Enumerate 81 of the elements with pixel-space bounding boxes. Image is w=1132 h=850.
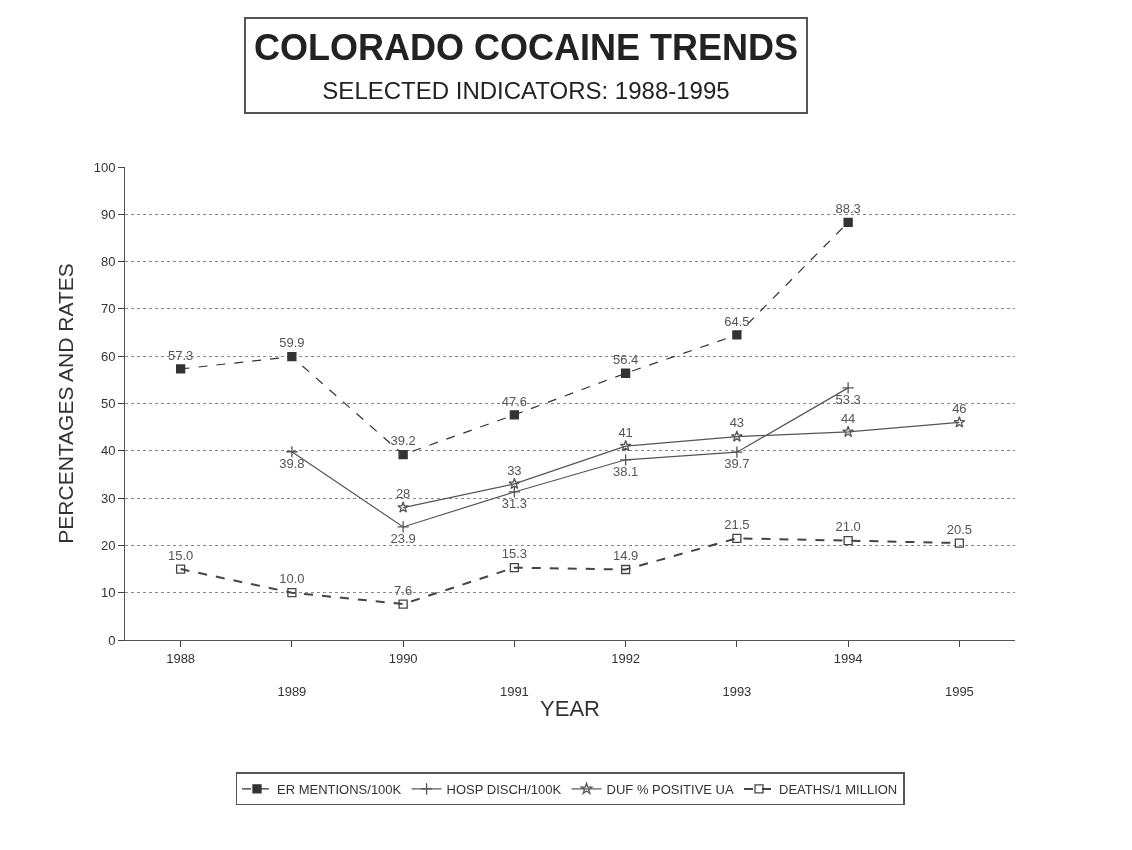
- data-label: 53.3: [835, 391, 861, 407]
- y-tick-label: 90: [100, 206, 116, 222]
- x-tick-label: 1989: [277, 684, 307, 700]
- data-label: 88.3: [835, 201, 861, 217]
- point: [509, 410, 520, 420]
- point: [398, 449, 408, 460]
- point: [953, 416, 966, 428]
- x-tick-label: 1992: [611, 650, 641, 666]
- point: [287, 352, 297, 362]
- point: [175, 564, 186, 574]
- data-label: 15.3: [501, 546, 528, 562]
- point: [841, 381, 855, 395]
- point: [842, 425, 855, 438]
- point: [508, 477, 521, 490]
- data-label: 57.3: [167, 347, 194, 363]
- data-label: 44: [840, 410, 856, 426]
- data-label: 21.0: [835, 519, 861, 535]
- chart-subtitle: SELECTED INDICATORS: 1988-1995: [322, 77, 730, 104]
- point: [287, 588, 297, 598]
- point: [619, 439, 632, 452]
- data-label: 46: [952, 401, 967, 417]
- point: [730, 430, 743, 442]
- legend-label: DEATHS/1 MILLION: [779, 781, 898, 797]
- point: [620, 368, 631, 378]
- data-label: 39.7: [724, 455, 750, 471]
- data-label: 31.3: [501, 495, 528, 511]
- data-label: 21.5: [724, 517, 750, 533]
- point: [843, 217, 853, 227]
- y-axis-title: PERCENTAGES AND RATES: [54, 263, 77, 544]
- y-tick-label: 70: [100, 301, 116, 317]
- data-label: 56.4: [612, 351, 639, 367]
- x-axis-title: YEAR: [540, 696, 600, 721]
- point: [397, 501, 410, 513]
- y-tick-label: 0: [108, 632, 116, 648]
- x-tick-label: 1991: [499, 684, 529, 700]
- y-tick-label: 100: [93, 159, 116, 175]
- x-tick-label: 1988: [166, 650, 196, 666]
- data-label: 47.6: [501, 393, 528, 409]
- y-tick-label: 40: [100, 443, 116, 459]
- data-label: 14.9: [612, 548, 639, 564]
- data-label: 38.1: [612, 463, 639, 479]
- point: [508, 485, 521, 499]
- point: [843, 536, 853, 546]
- data-label: 59.9: [279, 335, 305, 351]
- data-label: 28: [395, 486, 411, 502]
- point: [509, 562, 520, 573]
- data-label: 10.0: [279, 571, 305, 587]
- point: [954, 538, 965, 548]
- data-label: 43: [729, 415, 745, 431]
- y-tick-label: 80: [100, 254, 116, 270]
- point: [175, 364, 186, 374]
- data-label: 39.8: [279, 455, 305, 471]
- x-tick-label: 1994: [833, 650, 863, 666]
- data-label: 41: [618, 424, 633, 440]
- point: [732, 330, 742, 340]
- data-label: 39.2: [390, 433, 416, 449]
- data-label: 64.5: [724, 313, 750, 329]
- point: [396, 520, 410, 534]
- x-tick-label: 1993: [722, 684, 752, 700]
- data-label: 15.0: [167, 547, 194, 563]
- point: [730, 445, 744, 459]
- legend-label: HOSP DISCH/100K: [446, 781, 562, 797]
- point: [619, 453, 632, 467]
- y-tick-label: 20: [100, 537, 116, 553]
- data-label: 20.5: [946, 521, 973, 537]
- x-tick-label: 1990: [388, 650, 418, 666]
- point: [732, 533, 742, 543]
- y-tick-label: 30: [100, 490, 116, 506]
- legend-label: ER MENTIONS/100K: [277, 781, 402, 797]
- legend-label: DUF % POSITIVE UA: [606, 781, 735, 797]
- y-tick-label: 50: [100, 396, 116, 412]
- data-label: 33: [507, 462, 522, 478]
- x-tick-label: 1995: [944, 684, 974, 700]
- point: [285, 445, 299, 458]
- data-label: 23.9: [390, 530, 416, 546]
- y-tick-label: 10: [100, 585, 116, 601]
- y-tick-label: 60: [100, 348, 116, 364]
- point: [620, 564, 631, 575]
- data-label: 7.6: [394, 582, 413, 598]
- point: [398, 599, 408, 609]
- chart-title: COLORADO COCAINE TRENDS: [254, 27, 799, 68]
